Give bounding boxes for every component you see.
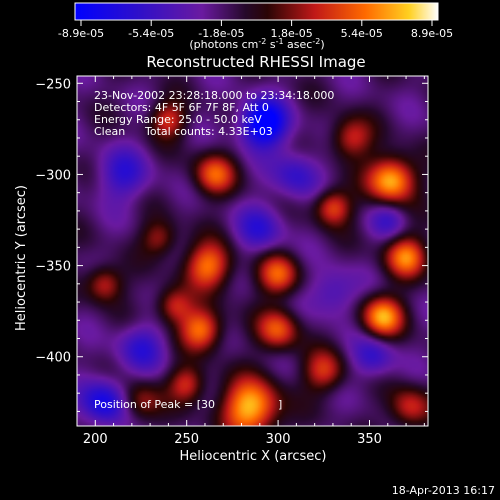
detectors-text: Detectors: 4F 5F 6F 7F 8F, Att 0 bbox=[94, 101, 269, 114]
peak-position-text: Position of Peak = [30 bbox=[94, 398, 215, 411]
x-tick-label: 200 bbox=[83, 432, 108, 447]
heatmap-image bbox=[77, 76, 428, 426]
info-annotations: 23-Nov-2002 23:28:18.000 to 23:34:18.000… bbox=[94, 89, 334, 411]
colorbar-unit-label: (photons cm-2 s-1 asec-2) bbox=[189, 37, 324, 51]
x-tick-label: 300 bbox=[266, 432, 291, 447]
clean-text: Clean bbox=[94, 125, 125, 138]
colorbar-tick-label: 5.4e-05 bbox=[341, 27, 383, 40]
colorbar-tick-label: -1.8e-05 bbox=[198, 27, 244, 40]
energy-range-text: Energy Range: 25.0 - 50.0 keV bbox=[94, 113, 262, 126]
colorbar-tick-label: -8.9e-05 bbox=[58, 27, 104, 40]
chart-title: Reconstructed RHESSI Image bbox=[146, 53, 365, 71]
peak-position-tail-text: ] bbox=[278, 398, 282, 411]
plot-frame bbox=[76, 75, 429, 427]
y-tick-label: −300 bbox=[35, 168, 71, 183]
y-tick-label: −350 bbox=[35, 260, 71, 275]
colorbar-tick-label: -5.4e-05 bbox=[128, 27, 174, 40]
x-axis-label: Heliocentric X (arcsec) bbox=[180, 449, 327, 464]
colorbar-tick-label: 1.8e-05 bbox=[270, 27, 312, 40]
colorbar: -8.9e-05 -5.4e-05 -1.8e-05 1.8e-05 5.4e-05 8.… bbox=[58, 2, 453, 51]
x-axis: 200 250 300 350 bbox=[76, 76, 425, 447]
x-tick-label: 350 bbox=[357, 432, 382, 447]
y-tick-label: −250 bbox=[35, 77, 71, 92]
colorbar-tick-label: 8.9e-05 bbox=[411, 27, 453, 40]
colorbar-gradient bbox=[74, 2, 439, 21]
time-range-text: 23-Nov-2002 23:28:18.000 to 23:34:18.000 bbox=[94, 89, 334, 102]
heatmap-area bbox=[77, 76, 428, 426]
y-tick-label: −400 bbox=[35, 351, 71, 366]
x-tick-label: 250 bbox=[174, 432, 199, 447]
total-counts-text: Total counts: 4.33E+03 bbox=[144, 125, 273, 138]
y-axis-label: Heliocentric Y (arcsec) bbox=[14, 185, 29, 331]
footer-timestamp: 18-Apr-2013 16:17 bbox=[392, 484, 495, 497]
y-axis: −250 −300 −350 −400 bbox=[35, 77, 428, 412]
